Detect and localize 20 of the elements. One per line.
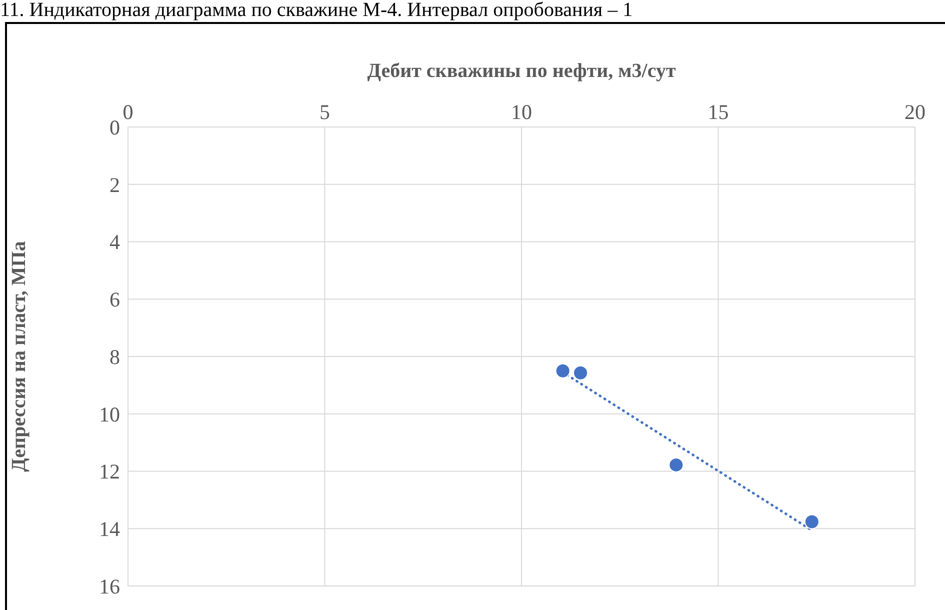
point	[573, 365, 588, 380]
y-tick-label: 6	[110, 288, 120, 312]
y-tick-label: 0	[110, 115, 120, 140]
x-tick-label: 20	[904, 100, 926, 124]
x-tick-label: 5	[320, 100, 330, 124]
y-tick-label: 14	[99, 517, 120, 542]
y-tick-label: 4	[110, 230, 120, 254]
y-tick-label: 2	[110, 172, 120, 197]
point	[555, 363, 570, 378]
x-tick-label: 15	[708, 100, 729, 124]
chart-title: 11. Индикаторная диаграмма по скважине М-4. Интервал опробования – 1	[0, 0, 633, 21]
y-tick-label: 16	[99, 574, 120, 598]
y-axis-title: Депрессия на пласт, МПа	[8, 241, 30, 472]
point	[668, 457, 684, 472]
y-tick-label: 12	[99, 460, 120, 484]
x-tick-label: 10	[511, 100, 532, 124]
x-axis-title: Дебит скважины по нефти, м3/сут	[367, 60, 676, 82]
y-tick-label: 8	[110, 344, 120, 369]
point	[804, 514, 820, 530]
y-tick-label: 10	[99, 402, 120, 426]
